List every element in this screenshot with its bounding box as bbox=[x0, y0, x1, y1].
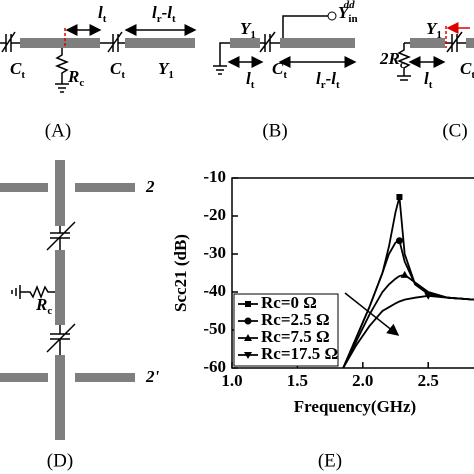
circuit-c bbox=[396, 22, 474, 81]
diagram-label: Y1 bbox=[240, 19, 256, 41]
x-tick-label: 2.5 bbox=[418, 371, 439, 390]
label-text: -l bbox=[326, 69, 337, 88]
panel-label: (C) bbox=[442, 120, 467, 141]
label-text: -l bbox=[162, 3, 173, 22]
label-text: C bbox=[460, 59, 472, 78]
subscript: t bbox=[283, 69, 287, 81]
label-text: Y bbox=[338, 3, 350, 22]
series-line bbox=[342, 294, 474, 368]
diagram-label: Rc bbox=[35, 295, 52, 317]
diagram-label: lr-lt bbox=[316, 69, 340, 91]
label-text: l bbox=[316, 69, 321, 88]
legend-marker bbox=[244, 317, 252, 325]
legend-label: Rc=17.5 Ω bbox=[261, 344, 338, 363]
panel-label: (B) bbox=[262, 120, 287, 141]
subscript: c bbox=[400, 59, 405, 71]
label-text: Y bbox=[158, 59, 170, 78]
y-tick-label: -20 bbox=[203, 205, 226, 224]
subscript: t bbox=[471, 69, 474, 81]
label-text: l bbox=[424, 69, 429, 88]
panel-label: (D) bbox=[47, 450, 73, 471]
diagram-label: 2Rc bbox=[379, 49, 405, 71]
y-tick-label: -40 bbox=[203, 281, 226, 300]
legend-marker bbox=[244, 352, 252, 359]
x-axis-label: Frequency(GHz) bbox=[294, 397, 416, 416]
x-tick-label: 1.5 bbox=[287, 371, 308, 390]
subscript: 1 bbox=[168, 69, 174, 81]
subscript: c bbox=[79, 77, 84, 89]
legend-marker bbox=[245, 301, 251, 307]
diagram-label: lt bbox=[98, 3, 107, 25]
series-line bbox=[342, 196, 474, 368]
panel-label: (E) bbox=[318, 450, 342, 471]
x-tick-label: 1.0 bbox=[221, 371, 242, 390]
legend-marker bbox=[244, 334, 252, 341]
data-marker bbox=[400, 270, 409, 278]
legend-box bbox=[233, 293, 339, 367]
y-tick-label: -50 bbox=[203, 319, 226, 338]
diagram-label: lr-lt bbox=[152, 3, 176, 25]
diagram-label: Y1 bbox=[158, 59, 174, 81]
subscript: 1 bbox=[250, 29, 256, 41]
y-tick-label: -30 bbox=[203, 243, 226, 262]
axis-frame bbox=[231, 177, 474, 369]
subscript: t bbox=[103, 13, 107, 25]
legend-label: Rc=7.5 Ω bbox=[261, 327, 330, 346]
superscript: dd bbox=[344, 0, 356, 11]
label-text: l bbox=[98, 3, 103, 22]
label-text: C bbox=[110, 59, 122, 78]
chart-e: -10 -20 -30 -40 -50 -601.0 1.5 2.0 2.5Frequency(… bbox=[171, 167, 474, 416]
y-tick-label: -10 bbox=[203, 167, 226, 186]
subscript: t bbox=[21, 69, 25, 81]
circuit-a bbox=[0, 24, 197, 93]
label-text: 2' bbox=[145, 367, 160, 386]
subscript: t bbox=[336, 79, 340, 91]
diagram-label: lt bbox=[424, 69, 433, 91]
series-line bbox=[342, 239, 474, 368]
y-tick-label: -60 bbox=[203, 357, 226, 376]
circuit-b bbox=[213, 11, 357, 75]
subscript: r bbox=[157, 13, 162, 25]
subscript: t bbox=[172, 13, 176, 25]
legend-label: Rc=2.5 Ω bbox=[261, 310, 330, 329]
label-text: R bbox=[35, 295, 47, 314]
diagram-label: Ct bbox=[10, 59, 25, 81]
y-axis-label: Scc21 (dB) bbox=[171, 234, 190, 312]
x-tick-label: 2.0 bbox=[352, 371, 373, 390]
subscript: t bbox=[429, 79, 433, 91]
label-text: Y bbox=[240, 19, 252, 38]
arrow bbox=[344, 292, 400, 336]
diagram-label: lt bbox=[246, 69, 255, 91]
diagram-label: Ct bbox=[110, 59, 125, 81]
subscript: c bbox=[47, 305, 52, 317]
label-text: 2R bbox=[379, 49, 400, 68]
diagram-label: Ct bbox=[272, 59, 287, 81]
subscript: t bbox=[251, 79, 255, 91]
diagram-label: Yin dd bbox=[338, 0, 358, 25]
label-text: R bbox=[67, 67, 79, 86]
diagram-label: Ct bbox=[460, 59, 474, 81]
data-marker bbox=[424, 292, 433, 300]
data-marker bbox=[395, 237, 403, 245]
label-text: C bbox=[272, 59, 284, 78]
circuit-d bbox=[0, 160, 135, 440]
label-text: Y bbox=[426, 19, 438, 38]
label-text: l bbox=[152, 3, 157, 22]
diagram-label: Y1 bbox=[426, 19, 442, 41]
diagram-label: Rc bbox=[67, 67, 84, 89]
subscript: 1 bbox=[436, 29, 442, 41]
subscript: r bbox=[321, 79, 326, 91]
diagram-label: 2 bbox=[145, 177, 155, 196]
data-marker bbox=[396, 194, 403, 200]
panel-label: (A) bbox=[45, 120, 71, 141]
legend-label: Rc=0 Ω bbox=[261, 293, 317, 312]
label-text: C bbox=[10, 59, 22, 78]
label-text: 2 bbox=[145, 177, 155, 196]
subscript: in bbox=[348, 13, 357, 25]
label-text: l bbox=[246, 69, 251, 88]
diagram-label: 2' bbox=[145, 367, 160, 386]
subscript: t bbox=[121, 69, 125, 81]
